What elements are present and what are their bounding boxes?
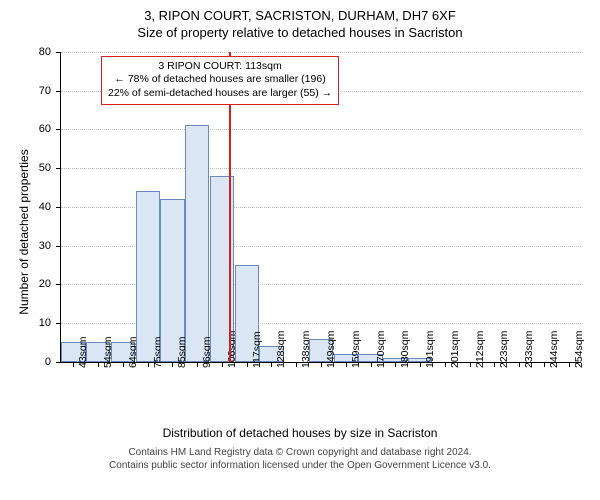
x-tick-label: 149sqm — [325, 330, 337, 367]
annotation-line2: ← 78% of detached houses are smaller (19… — [108, 73, 332, 87]
annotation-line3: 22% of semi-detached houses are larger (… — [108, 87, 332, 101]
y-tick-label: 50 — [39, 162, 61, 174]
x-tick-mark — [98, 362, 99, 367]
x-tick-label: 128sqm — [275, 330, 287, 367]
plot-area: 0102030405060708043sqm54sqm64sqm75sqm85s… — [60, 52, 581, 363]
x-tick-mark — [371, 362, 372, 367]
x-tick-mark — [420, 362, 421, 367]
x-tick-mark — [296, 362, 297, 367]
x-tick-label: 201sqm — [449, 330, 461, 367]
x-tick-mark — [247, 362, 248, 367]
x-tick-mark — [470, 362, 471, 367]
bar — [185, 125, 209, 361]
grid-line — [61, 52, 581, 53]
y-tick-label: 0 — [45, 356, 61, 368]
x-tick-label: 159sqm — [350, 330, 362, 367]
y-tick-label: 10 — [39, 317, 61, 329]
x-tick-label: 180sqm — [399, 330, 411, 367]
y-tick-label: 80 — [39, 46, 61, 58]
x-tick-label: 244sqm — [548, 330, 560, 367]
annotation-line1: 3 RIPON COURT: 113sqm — [108, 60, 332, 74]
chart-title-line1: 3, RIPON COURT, SACRISTON, DURHAM, DH7 6… — [0, 0, 600, 25]
x-tick-label: 191sqm — [424, 330, 436, 367]
x-tick-mark — [569, 362, 570, 367]
chart-container: Number of detached properties 0102030405… — [0, 42, 600, 422]
x-tick-label: 212sqm — [474, 330, 486, 367]
x-tick-mark — [494, 362, 495, 367]
footer: Contains HM Land Registry data © Crown c… — [0, 446, 600, 472]
x-tick-mark — [222, 362, 223, 367]
annotation-box: 3 RIPON COURT: 113sqm ← 78% of detached … — [101, 56, 339, 105]
x-tick-mark — [544, 362, 545, 367]
y-tick-label: 40 — [39, 201, 61, 213]
chart-title-line2: Size of property relative to detached ho… — [0, 25, 600, 42]
y-tick-label: 70 — [39, 85, 61, 97]
x-tick-mark — [445, 362, 446, 367]
x-tick-label: 233sqm — [523, 330, 535, 367]
footer-line2: Contains public sector information licen… — [0, 459, 600, 472]
x-tick-mark — [346, 362, 347, 367]
grid-line — [61, 129, 581, 130]
x-tick-label: 223sqm — [498, 330, 510, 367]
x-tick-mark — [519, 362, 520, 367]
grid-line — [61, 168, 581, 169]
x-tick-mark — [123, 362, 124, 367]
x-tick-mark — [321, 362, 322, 367]
x-tick-mark — [172, 362, 173, 367]
x-tick-mark — [73, 362, 74, 367]
x-tick-mark — [395, 362, 396, 367]
x-tick-mark — [197, 362, 198, 367]
x-tick-mark — [271, 362, 272, 367]
x-tick-label: 254sqm — [573, 330, 585, 367]
y-tick-label: 20 — [39, 278, 61, 290]
footer-line1: Contains HM Land Registry data © Crown c… — [0, 446, 600, 459]
y-tick-label: 30 — [39, 240, 61, 252]
x-axis-label: Distribution of detached houses by size … — [0, 426, 600, 440]
x-tick-label: 170sqm — [375, 330, 387, 367]
x-tick-mark — [148, 362, 149, 367]
y-tick-label: 60 — [39, 123, 61, 135]
y-axis-label: Number of detached properties — [17, 149, 31, 314]
